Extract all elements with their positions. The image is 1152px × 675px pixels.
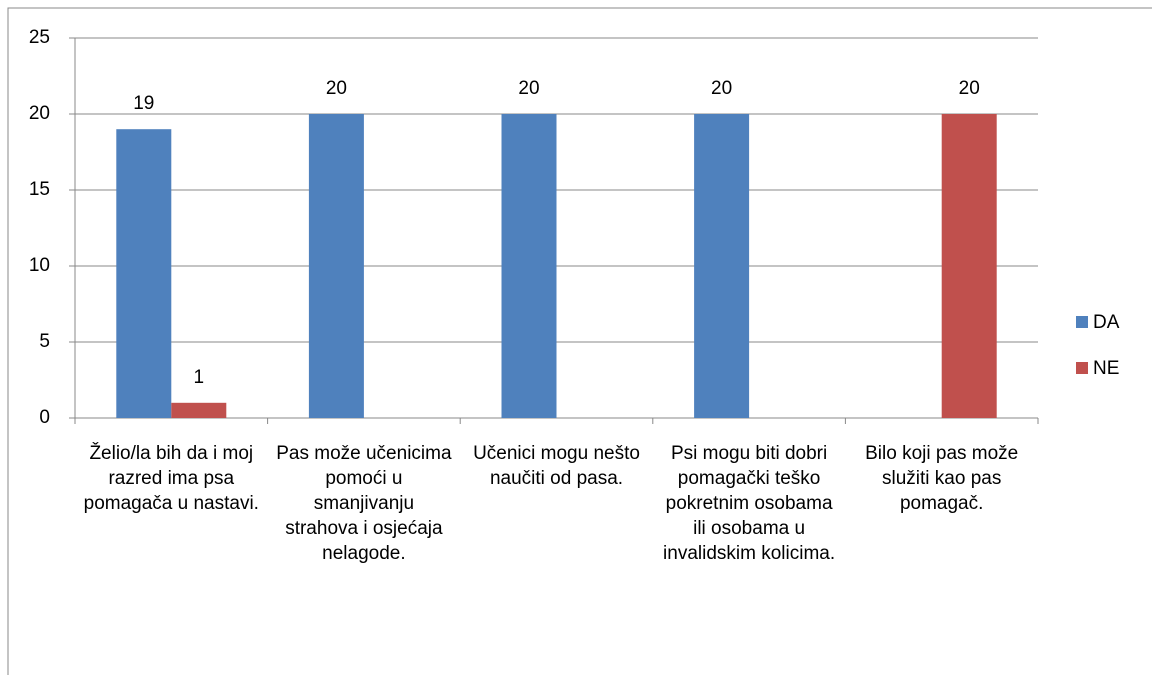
x-tick-label: Učenici mogu nešto naučiti od pasa.	[473, 443, 640, 489]
y-tick-label: 20	[29, 103, 50, 124]
y-tick-label: 5	[39, 331, 50, 352]
bar	[116, 129, 172, 418]
chart-border	[7, 7, 1152, 675]
bar	[171, 402, 227, 418]
legend-swatch	[1076, 362, 1088, 374]
x-tick-label: Pas može učenicima pomoći u smanjivanju …	[276, 443, 452, 564]
x-tick-label: Želio/la bih da i moj razred ima psa pom…	[83, 443, 259, 514]
y-tick-label: 15	[29, 179, 50, 200]
x-tick-label: Psi mogu biti dobri pomagački teško pokr…	[663, 443, 836, 564]
data-label: 19	[133, 93, 154, 114]
y-tick-label: 10	[29, 255, 50, 276]
bar	[501, 114, 557, 418]
y-tick-label: 0	[39, 407, 50, 428]
data-label: 20	[518, 78, 539, 99]
bar	[941, 114, 997, 418]
legend-swatch	[1076, 316, 1088, 328]
bar	[694, 114, 750, 418]
x-tick-label: Bilo koji pas može služiti kao pas pomag…	[865, 443, 1019, 514]
data-label: 20	[326, 78, 347, 99]
bar	[308, 114, 364, 418]
legend-label: NE	[1093, 358, 1119, 379]
legend-label: DA	[1093, 312, 1120, 333]
data-label: 1	[194, 367, 205, 388]
y-tick-label: 25	[29, 27, 50, 48]
data-label: 20	[959, 78, 980, 99]
data-label: 20	[711, 78, 732, 99]
